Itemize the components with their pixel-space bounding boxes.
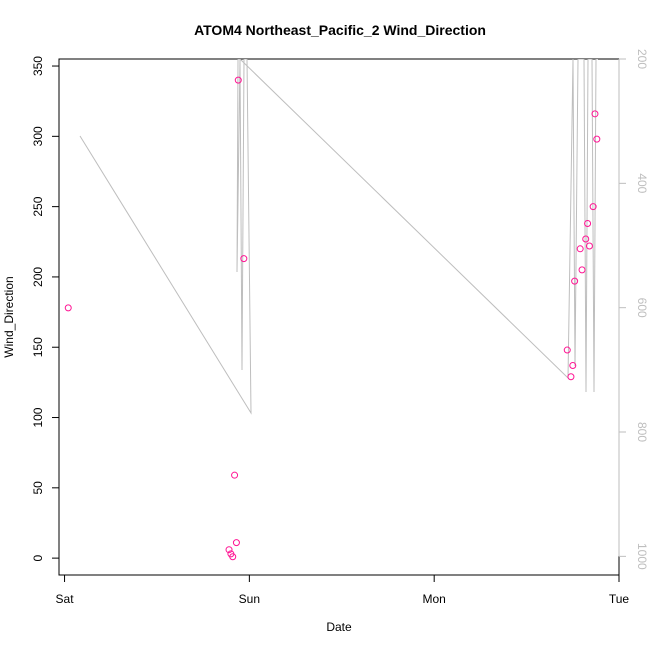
data-point bbox=[571, 277, 579, 285]
y-tick-label: 300 bbox=[31, 126, 45, 146]
y-tick-label: 200 bbox=[31, 267, 45, 287]
data-point bbox=[578, 266, 586, 274]
data-point bbox=[232, 539, 240, 547]
x-tick-label: Sat bbox=[56, 592, 75, 606]
y2-tick-label: 400 bbox=[635, 173, 649, 193]
y2-tick-label: 1000 bbox=[635, 543, 649, 570]
data-point bbox=[563, 346, 571, 354]
y-tick-label: 150 bbox=[31, 337, 45, 357]
data-point bbox=[593, 135, 601, 143]
data-point bbox=[567, 373, 575, 381]
line-series bbox=[79, 59, 598, 415]
y-axis-label: Wind_Direction bbox=[2, 276, 16, 357]
data-point bbox=[234, 76, 242, 84]
x-tick-label: Sun bbox=[239, 592, 260, 606]
x-axis-label: Date bbox=[326, 620, 352, 634]
x-tick-label: Mon bbox=[423, 592, 446, 606]
scatter-series bbox=[64, 76, 601, 561]
data-point bbox=[585, 242, 593, 250]
y-axis-right: 200 400 600 800 1000 bbox=[618, 49, 649, 570]
data-point bbox=[231, 471, 239, 479]
plot-area bbox=[58, 58, 620, 576]
data-point bbox=[229, 553, 237, 561]
data-point bbox=[591, 110, 599, 118]
data-point bbox=[240, 255, 248, 263]
data-point bbox=[584, 220, 592, 228]
data-point bbox=[589, 203, 597, 211]
data-point bbox=[225, 546, 233, 554]
y-tick-label: 50 bbox=[31, 481, 45, 495]
data-point bbox=[569, 362, 577, 370]
chart-title: ATOM4 Northeast_Pacific_2 Wind_Direction bbox=[194, 22, 486, 38]
y2-tick-label: 800 bbox=[635, 422, 649, 442]
y-tick-label: 100 bbox=[31, 407, 45, 427]
y-axis: 0 50 100 150 200 250 300 350 bbox=[31, 56, 60, 561]
x-tick-label: Tue bbox=[609, 592, 630, 606]
y-tick-label: 350 bbox=[31, 56, 45, 76]
x-axis: Sat Sun Mon Tue bbox=[56, 574, 630, 606]
y-tick-label: 250 bbox=[31, 196, 45, 216]
y2-tick-label: 600 bbox=[635, 298, 649, 318]
data-point bbox=[64, 304, 72, 312]
data-point bbox=[576, 245, 584, 253]
data-point bbox=[582, 235, 590, 243]
y2-tick-label: 200 bbox=[635, 49, 649, 69]
y-tick-label: 0 bbox=[31, 554, 45, 561]
line-path bbox=[79, 59, 598, 415]
